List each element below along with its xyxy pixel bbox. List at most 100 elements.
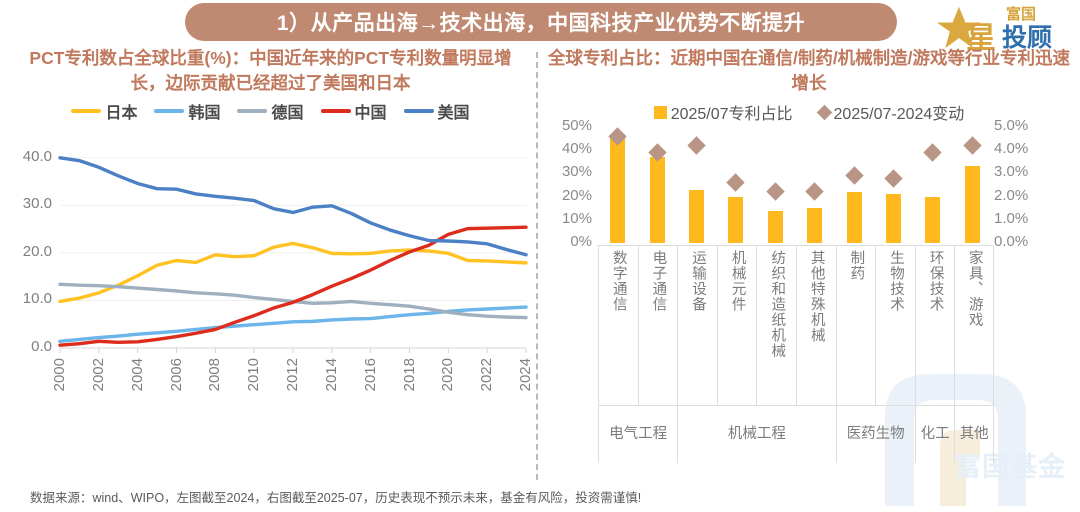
diamond-运输设备 bbox=[687, 136, 706, 155]
bar-机械元件 bbox=[728, 196, 744, 243]
bar-电子通信 bbox=[649, 157, 665, 243]
diamond-机械元件 bbox=[726, 173, 746, 192]
brand-logo: 星 富国 投顾 bbox=[932, 0, 1072, 55]
left-axis-tick: 10% bbox=[561, 209, 592, 227]
category-label: 生物技术 bbox=[887, 250, 904, 312]
line-plot-area bbox=[58, 156, 528, 353]
diamond-制药 bbox=[844, 166, 864, 185]
right-axis-tick: 3.0% bbox=[994, 163, 1029, 181]
legend-item-美国: 美国 bbox=[403, 99, 470, 123]
y-axis-tick: 10.0 bbox=[22, 290, 52, 308]
diamond-marker-icon bbox=[816, 104, 832, 120]
group-cell-电气工程: 电气工程 bbox=[598, 405, 678, 463]
legend-swatch bbox=[154, 109, 185, 113]
category-cell: 电子通信 bbox=[637, 245, 678, 405]
category-cell: 制药 bbox=[835, 245, 876, 405]
diamond-生物技术 bbox=[884, 168, 903, 188]
category-cell: 生物技术 bbox=[875, 245, 915, 405]
category-cell: 纺织和造纸机械 bbox=[756, 245, 796, 405]
category-cell: 其他特殊机械 bbox=[796, 245, 836, 405]
legend-item-德国: 德国 bbox=[237, 99, 304, 123]
y-axis-tick: 40.0 bbox=[22, 147, 52, 165]
left-axis-tick: 40% bbox=[561, 140, 592, 158]
left-panel: PCT专利数占全球比重(%)：中国近年来的PCT专利数量明显增长，边际贡献已经超… bbox=[8, 46, 534, 426]
category-label: 制药 bbox=[848, 250, 865, 281]
right-axis-tick: 4.0% bbox=[994, 140, 1029, 158]
left-axis-tick: 30% bbox=[561, 163, 592, 181]
legend-swatch bbox=[71, 109, 102, 113]
y-axis-tick: 0.0 bbox=[31, 338, 52, 355]
legend-item-2025/07专利占比: 2025/07专利占比 bbox=[653, 100, 793, 124]
legend-item-中国: 中国 bbox=[320, 99, 387, 123]
group-cell-医药生物: 医药生物 bbox=[835, 405, 915, 463]
header-banner: 1）从产品出海→技术出海，中国科技产业优势不断提升 bbox=[185, 3, 897, 41]
right-axis-tick: 2.0% bbox=[994, 186, 1029, 204]
legend-swatch bbox=[403, 109, 434, 113]
bar-运输设备 bbox=[689, 189, 704, 243]
bar-环保技术 bbox=[925, 196, 941, 243]
legend-item-日本: 日本 bbox=[71, 99, 137, 123]
left-axis-tick: 0% bbox=[570, 233, 592, 250]
x-axis-tick: 2000 bbox=[51, 358, 68, 392]
legend-label: 2025/07专利占比 bbox=[670, 106, 793, 123]
left-axis-tick: 20% bbox=[561, 186, 592, 204]
diamond-环保技术 bbox=[923, 143, 943, 162]
group-cell-其他: 其他 bbox=[954, 405, 994, 463]
category-cell: 环保技术 bbox=[914, 245, 955, 405]
logo-bottom-text: 投顾 bbox=[1002, 24, 1053, 52]
category-cell: 机械元件 bbox=[716, 245, 757, 405]
global-patent-share-bar-chart: 50% 40% 30% 20% 10% 0% 5.0% 4.0% 3.0% 2.0% 1.0% 0.0… bbox=[546, 117, 1072, 463]
category-label: 机械元件 bbox=[729, 250, 746, 312]
left-axis-tick: 50% bbox=[561, 117, 592, 134]
square-marker-icon bbox=[653, 105, 667, 119]
diamond-家具、游戏 bbox=[963, 136, 982, 155]
category-cell: 数字通信 bbox=[598, 245, 638, 405]
legend-label: 美国 bbox=[437, 105, 470, 122]
x-axis-tick: 2012 bbox=[284, 358, 301, 392]
logo-top-text: 富国 bbox=[1006, 6, 1037, 23]
right-panel: 全球专利占比：近期中国在通信/制药/机械制造/游戏等行业专利迅速增长 2025/… bbox=[546, 46, 1072, 463]
x-axis-tick: 2006 bbox=[167, 358, 185, 392]
x-axis-tick: 2014 bbox=[322, 358, 340, 392]
bar-生物技术 bbox=[886, 194, 901, 243]
right-chart-legend: 2025/07专利占比 2025/07-2024变动 bbox=[546, 101, 1072, 123]
panel-divider bbox=[536, 52, 538, 480]
line-series-美国 bbox=[58, 156, 528, 257]
pct-share-line-chart: 0.0 10.0 20.0 30.0 40.0 2000 2002 2004 2006 2008 2… bbox=[8, 126, 534, 426]
category-label: 环保技术 bbox=[927, 250, 944, 312]
bar-家具、游戏 bbox=[964, 166, 980, 243]
legend-label: 德国 bbox=[271, 105, 304, 122]
legend-label: 日本 bbox=[105, 105, 138, 122]
group-cell-机械工程: 机械工程 bbox=[677, 405, 836, 463]
diamond-其他特殊机械 bbox=[805, 182, 824, 202]
diamond-纺织和造纸机械 bbox=[766, 182, 785, 202]
logo-star-char: 星 bbox=[966, 22, 996, 55]
x-axis-tick: 2024 bbox=[517, 358, 534, 392]
bar-纺织和造纸机械 bbox=[767, 210, 783, 243]
category-label: 纺织和造纸机械 bbox=[769, 250, 786, 359]
category-label: 其他特殊机械 bbox=[808, 250, 825, 343]
line-series-日本 bbox=[58, 241, 528, 304]
x-axis-tick: 2022 bbox=[478, 358, 496, 392]
x-axis-tick: 2018 bbox=[400, 358, 418, 392]
legend-item-韩国: 韩国 bbox=[154, 99, 220, 123]
bar-数字通信 bbox=[610, 136, 626, 243]
source-footnote: 数据来源：wind、WIPO，左图截至2024，右图截至2025-07，历史表现… bbox=[30, 491, 642, 505]
left-chart-title: PCT专利数占全球比重(%)：中国近年来的PCT专利数量明显增长，边际贡献已经超… bbox=[29, 48, 512, 93]
right-chart-title: 全球专利占比：近期中国在通信/制药/机械制造/游戏等行业专利迅速增长 bbox=[547, 48, 1071, 93]
category-cell: 运输设备 bbox=[677, 245, 717, 405]
legend-label: 2025/07-2024变动 bbox=[833, 106, 965, 123]
x-axis-tick: 2020 bbox=[439, 358, 457, 392]
category-label: 数字通信 bbox=[610, 250, 627, 312]
right-axis-tick: 1.0% bbox=[994, 209, 1029, 227]
y-axis-tick: 20.0 bbox=[22, 242, 52, 260]
bar-制药 bbox=[846, 191, 862, 243]
legend-label: 中国 bbox=[354, 105, 387, 122]
right-axis-tick: 5.0% bbox=[994, 117, 1029, 134]
right-axis-tick: 0.0% bbox=[994, 233, 1029, 250]
line-series-中国 bbox=[58, 225, 528, 347]
category-label: 家具、游戏 bbox=[966, 250, 983, 328]
bar-其他特殊机械 bbox=[807, 208, 823, 243]
y-axis-tick: 30.0 bbox=[22, 195, 52, 213]
